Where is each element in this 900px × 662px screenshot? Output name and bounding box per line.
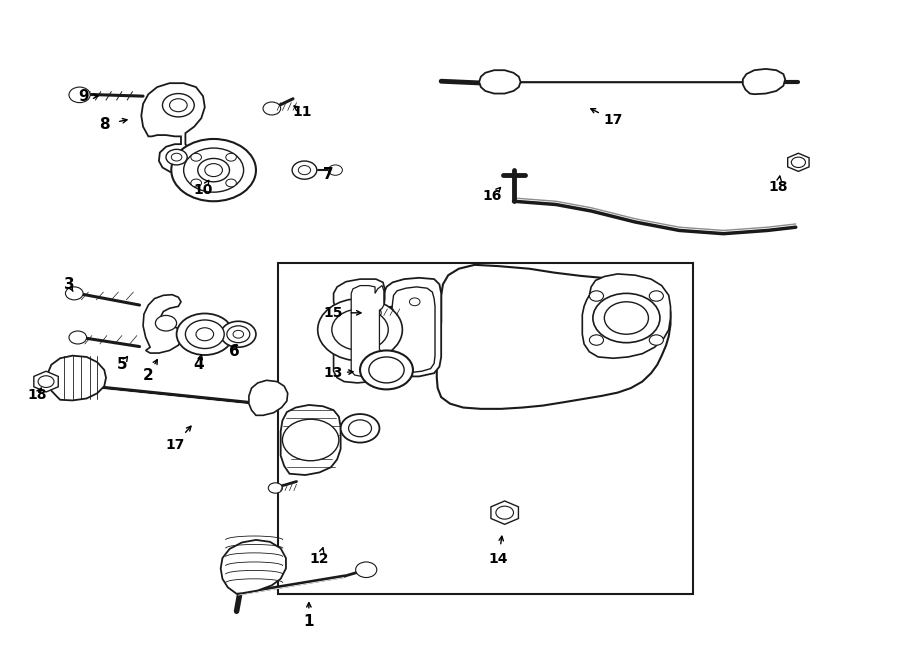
Polygon shape [491, 501, 518, 524]
Text: 2: 2 [143, 367, 154, 383]
Polygon shape [406, 294, 424, 310]
Circle shape [590, 335, 604, 346]
Circle shape [169, 99, 187, 112]
Circle shape [791, 157, 806, 167]
Circle shape [227, 326, 250, 343]
Polygon shape [742, 69, 785, 94]
Text: 8: 8 [99, 117, 110, 132]
Polygon shape [143, 295, 182, 353]
Circle shape [220, 321, 256, 348]
Polygon shape [34, 371, 58, 392]
Text: 4: 4 [194, 357, 204, 372]
Text: 15: 15 [324, 306, 343, 320]
Text: 14: 14 [489, 552, 508, 567]
Circle shape [66, 287, 83, 300]
Circle shape [233, 330, 244, 338]
Polygon shape [436, 265, 670, 409]
Circle shape [198, 158, 230, 182]
Circle shape [171, 139, 256, 201]
Circle shape [191, 154, 202, 161]
Text: 16: 16 [482, 189, 502, 203]
Circle shape [191, 179, 202, 187]
Circle shape [649, 335, 663, 346]
Circle shape [205, 164, 222, 177]
Circle shape [185, 320, 224, 348]
Circle shape [410, 298, 420, 306]
Circle shape [605, 302, 648, 334]
Circle shape [163, 93, 194, 117]
Circle shape [298, 166, 310, 175]
Polygon shape [479, 70, 520, 93]
Polygon shape [249, 380, 288, 415]
Text: 9: 9 [78, 89, 89, 104]
Circle shape [69, 87, 90, 103]
Circle shape [166, 150, 187, 165]
Circle shape [226, 179, 237, 187]
Text: 5: 5 [117, 357, 127, 372]
Circle shape [348, 420, 372, 437]
Circle shape [318, 299, 402, 361]
Polygon shape [351, 285, 383, 377]
Circle shape [263, 102, 281, 115]
Circle shape [69, 331, 86, 344]
Polygon shape [582, 274, 670, 358]
Text: 1: 1 [303, 614, 314, 629]
Polygon shape [281, 405, 340, 475]
Bar [278, 263, 693, 594]
Circle shape [332, 309, 388, 350]
Text: 10: 10 [194, 183, 212, 197]
Polygon shape [392, 287, 435, 373]
Polygon shape [383, 278, 441, 377]
Circle shape [268, 483, 283, 493]
Polygon shape [141, 83, 205, 172]
Polygon shape [788, 153, 809, 171]
Polygon shape [48, 355, 106, 401]
Circle shape [156, 315, 176, 331]
Text: 18: 18 [28, 387, 47, 402]
Circle shape [364, 307, 382, 319]
Text: 18: 18 [769, 180, 788, 194]
Text: 17: 17 [604, 113, 623, 127]
Circle shape [360, 350, 413, 389]
Circle shape [369, 357, 404, 383]
Circle shape [38, 376, 54, 387]
Circle shape [356, 562, 377, 577]
Polygon shape [220, 540, 286, 594]
Circle shape [171, 153, 182, 161]
Circle shape [496, 506, 514, 519]
Circle shape [184, 148, 244, 192]
Circle shape [328, 165, 342, 175]
Circle shape [593, 293, 660, 343]
Circle shape [340, 414, 380, 443]
Text: 11: 11 [292, 105, 311, 118]
Text: 3: 3 [64, 277, 75, 292]
Text: 17: 17 [165, 438, 184, 451]
Circle shape [292, 161, 317, 179]
Text: 7: 7 [323, 167, 334, 181]
Text: 13: 13 [324, 366, 343, 380]
Circle shape [649, 291, 663, 301]
Circle shape [283, 419, 339, 461]
Polygon shape [334, 279, 384, 383]
Text: 12: 12 [310, 552, 329, 567]
Circle shape [590, 291, 604, 301]
Circle shape [196, 328, 213, 341]
Text: 6: 6 [229, 344, 239, 359]
Circle shape [176, 314, 233, 355]
Circle shape [226, 154, 237, 161]
